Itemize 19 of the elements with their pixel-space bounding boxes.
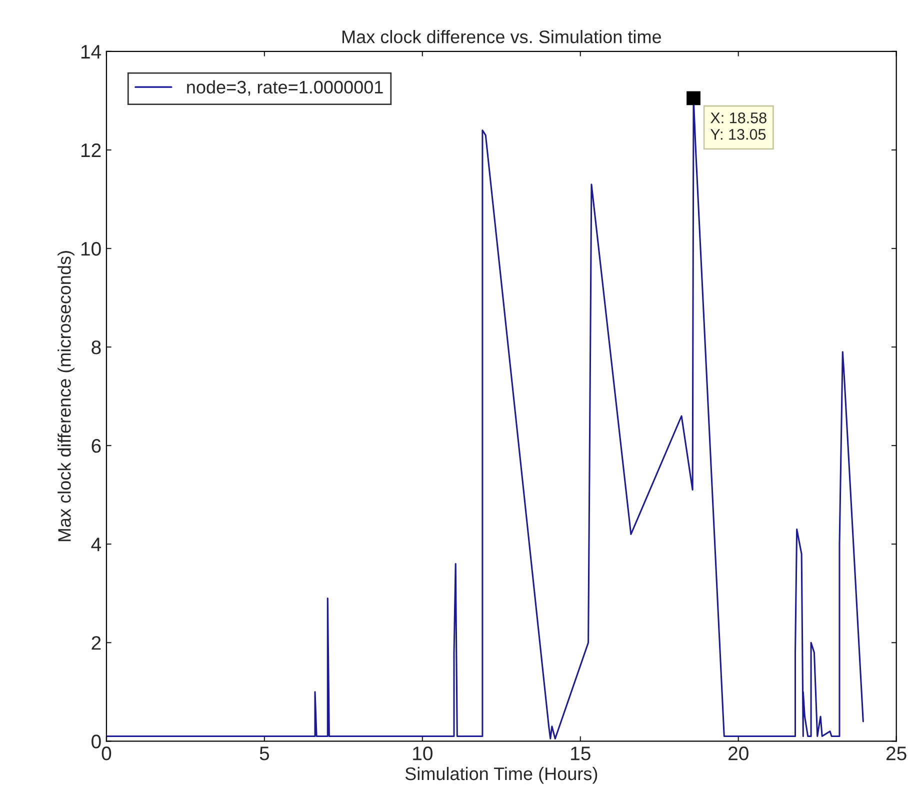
y-tick-label: 10 — [81, 242, 101, 256]
x-tick-label: 5 — [260, 746, 270, 760]
y-axis-title: Max clock difference (microseconds) — [58, 251, 74, 542]
x-tick-label: 25 — [886, 746, 906, 760]
x-tick-label: 10 — [413, 746, 432, 760]
x-tick-label: 15 — [571, 746, 590, 760]
x-tick-label: 20 — [728, 746, 748, 760]
y-tick-label: 14 — [81, 45, 102, 58]
y-tick-label: 8 — [92, 340, 101, 354]
x-tick-label: 0 — [102, 746, 112, 760]
y-tick-label: 12 — [81, 143, 101, 157]
y-tick-label: 2 — [92, 636, 101, 650]
annotation: X: 18.58 Y: 13.05 — [710, 112, 766, 140]
legend-label: node=3, rate=1.0000001 — [187, 80, 383, 96]
x-axis-title: Simulation Time (Hours) — [405, 766, 598, 784]
y-tick-label: 0 — [92, 734, 101, 748]
chart-title: Max clock difference vs. Simulation time — [342, 30, 662, 44]
y-tick-label: 6 — [92, 439, 101, 453]
y-tick-label: 4 — [91, 538, 102, 552]
